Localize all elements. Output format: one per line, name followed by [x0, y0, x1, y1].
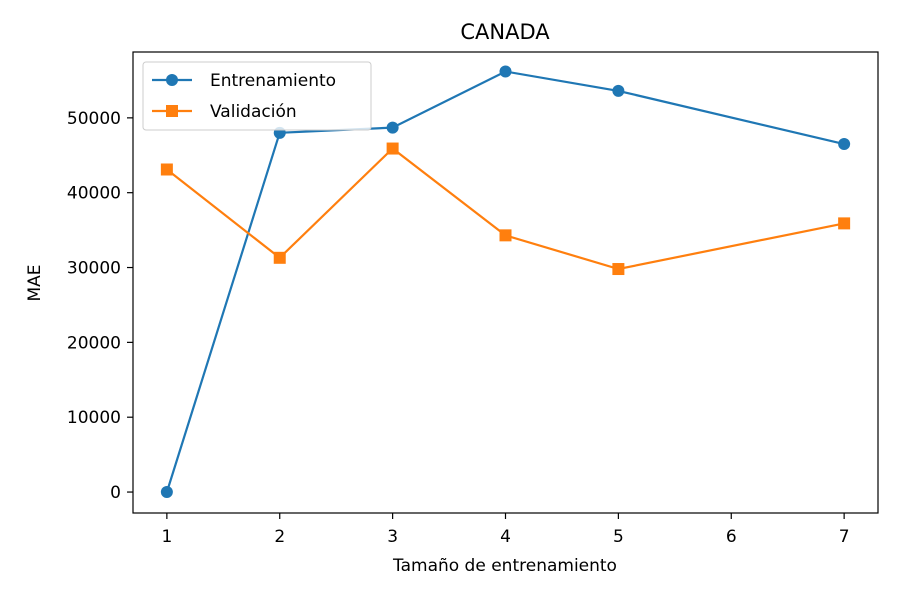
- data-point-validacion: [612, 263, 625, 276]
- x-tick-label: 5: [613, 527, 624, 547]
- chart-title: CANADA: [460, 20, 550, 44]
- legend-box: [142, 61, 372, 131]
- data-point-validacion: [838, 217, 851, 230]
- data-point-entrenamiento: [160, 486, 173, 499]
- x-tick-label: 3: [387, 527, 398, 547]
- data-point-validacion: [160, 163, 173, 176]
- y-tick-label: 30000: [67, 259, 121, 279]
- x-tick-label: 2: [274, 527, 285, 547]
- data-point-entrenamiento: [386, 121, 399, 134]
- y-tick-label: 0: [110, 483, 121, 503]
- legend-marker-validacion: [166, 105, 178, 117]
- y-tick-label: 10000: [67, 408, 121, 428]
- x-tick-label: 4: [500, 527, 511, 547]
- x-axis-label: Tamaño de entrenamiento: [392, 556, 617, 576]
- x-tick-label: 7: [839, 527, 850, 547]
- data-point-entrenamiento: [612, 84, 625, 97]
- y-axis-ticks: 0 10000 20000 30000 40000 50000: [67, 109, 133, 503]
- legend-label-entrenamiento: Entrenamiento: [210, 71, 336, 91]
- plot-frame: [132, 51, 879, 514]
- data-point-entrenamiento: [499, 65, 512, 78]
- legend: Entrenamiento Validación: [142, 61, 372, 131]
- series-line-validacion: [166, 147, 845, 271]
- x-axis-ticks: 1 2 3 4 5 6 7: [161, 513, 850, 547]
- y-tick-label: 20000: [67, 333, 121, 353]
- data-point-validacion: [499, 229, 512, 242]
- x-tick-label: 6: [726, 527, 737, 547]
- series-line-entrenamiento: [165, 70, 845, 493]
- data-point-entrenamiento: [838, 138, 851, 151]
- series-layer: [160, 65, 851, 499]
- y-tick-label: 40000: [67, 184, 121, 204]
- x-tick-label: 1: [161, 527, 172, 547]
- data-point-validacion: [273, 251, 286, 264]
- y-axis-label: MAE: [25, 264, 45, 301]
- data-point-validacion: [386, 142, 399, 155]
- legend-label-validacion: Validación: [210, 102, 297, 122]
- y-tick-label: 50000: [67, 109, 121, 129]
- legend-marker-entrenamiento: [166, 74, 178, 86]
